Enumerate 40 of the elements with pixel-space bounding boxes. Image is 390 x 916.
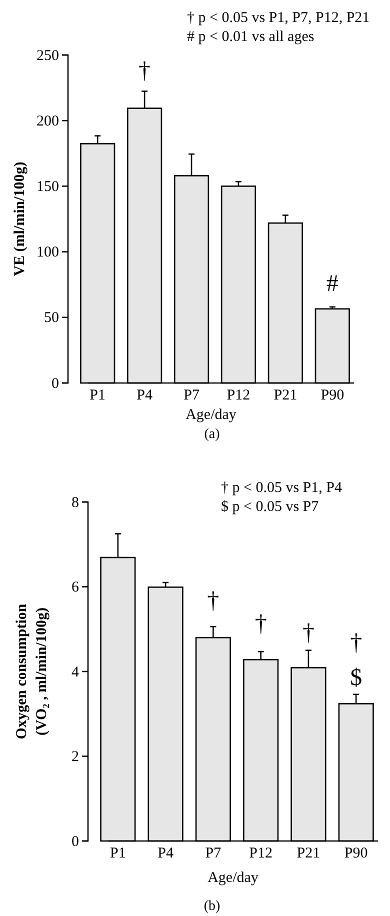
text: † p < 0.05 vs P1, P7, P12, P21 [187, 10, 370, 26]
y-tick-label: 6 [72, 580, 80, 596]
y-tick-label: 200 [36, 113, 59, 130]
x-tick-label: P4 [136, 388, 153, 404]
y-tick-label: 50 [44, 310, 59, 326]
annotation: † [254, 611, 267, 637]
text: (a) [204, 427, 220, 442]
x-tick-label: P4 [158, 846, 174, 862]
x-tick-label: P7 [205, 846, 222, 862]
x-tick-label: P90 [320, 388, 344, 404]
annotation: † [350, 630, 362, 656]
y-tick-label: 2 [72, 749, 79, 766]
text: † p < 0.05 vs P1, P4 [221, 480, 342, 496]
x-tick-label: P21 [296, 846, 320, 862]
x-tick-label: P12 [226, 388, 250, 404]
y-tick-label: 0 [52, 376, 59, 392]
y-tick-label: 150 [36, 179, 59, 195]
x-tick-label: P21 [274, 388, 298, 404]
y-tick-label: 8 [72, 494, 79, 511]
y-axis-title: Oxygen consumption (VO₂ , ml/min/100g) [14, 603, 50, 740]
annotation: † [302, 620, 314, 646]
text: (b) [204, 899, 220, 914]
y-tick-label: 4 [72, 664, 80, 680]
annotation: # [326, 271, 338, 297]
annotation: † [207, 588, 220, 614]
x-axis-title: Age/day [186, 407, 237, 423]
y-tick-label: 100 [36, 244, 59, 261]
annotation: $ p < 0.05 vs P7 [221, 499, 320, 515]
x-tick-label: P1 [90, 388, 106, 404]
text: # p < 0.01 vs all ages [187, 29, 314, 45]
x-tick-label: P90 [344, 846, 368, 862]
x-axis-title: Age/day [208, 870, 259, 886]
annotation: $ [350, 665, 362, 691]
y-tick-label: 250 [36, 48, 59, 64]
x-tick-label: P1 [110, 846, 126, 862]
y-axis-title: VE (ml/min/100g) [12, 162, 28, 276]
y-tick-label: 0 [72, 834, 79, 850]
x-tick-label: P12 [249, 846, 272, 862]
x-tick-label: P7 [184, 388, 200, 404]
annotation: † [138, 58, 151, 84]
